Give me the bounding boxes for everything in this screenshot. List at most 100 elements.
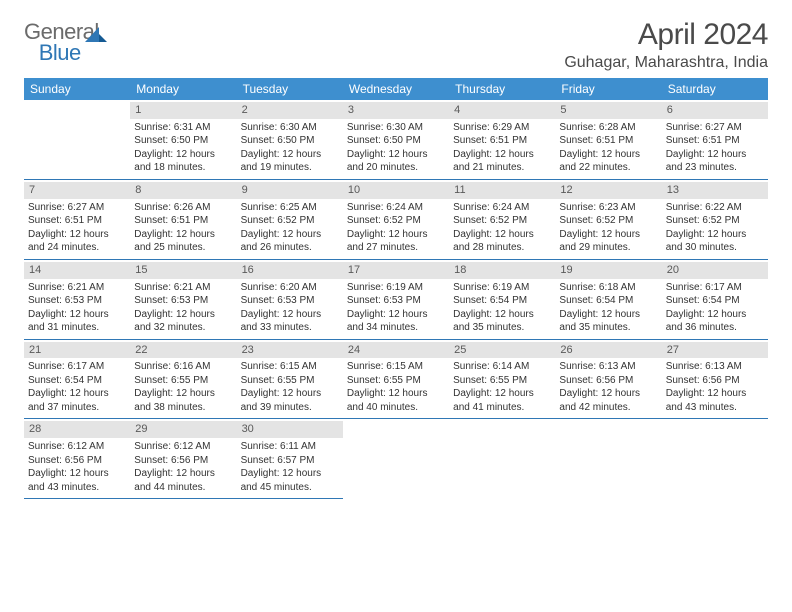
day-header-label: Tuesday — [243, 82, 289, 96]
calendar-cell: 7Sunrise: 6:27 AMSunset: 6:51 PMDaylight… — [24, 180, 130, 260]
sunrise-line: Sunrise: 6:14 AM — [453, 360, 551, 374]
logo: GeneralBlue — [24, 18, 123, 64]
sunrise-line: Sunrise: 6:17 AM — [666, 281, 764, 295]
calendar-cell-empty — [343, 419, 449, 499]
sunrise-line: Sunrise: 6:22 AM — [666, 201, 764, 215]
sunset-line: Sunset: 6:50 PM — [347, 134, 445, 148]
sunset-line: Sunset: 6:50 PM — [134, 134, 232, 148]
daylight-line: Daylight: 12 hours and 38 minutes. — [134, 387, 232, 414]
day-number: 3 — [343, 102, 449, 119]
day-header-label: Sunday — [30, 82, 71, 96]
calendar-cell: 28Sunrise: 6:12 AMSunset: 6:56 PMDayligh… — [24, 419, 130, 499]
daylight-line: Daylight: 12 hours and 41 minutes. — [453, 387, 551, 414]
sunrise-line: Sunrise: 6:16 AM — [134, 360, 232, 374]
sunset-line: Sunset: 6:54 PM — [666, 294, 764, 308]
day-number: 4 — [449, 102, 555, 119]
daylight-line: Daylight: 12 hours and 26 minutes. — [241, 228, 339, 255]
day-header-label: Saturday — [668, 82, 716, 96]
day-number: 29 — [130, 421, 236, 438]
calendar-cell: 9Sunrise: 6:25 AMSunset: 6:52 PMDaylight… — [237, 180, 343, 260]
sunrise-line: Sunrise: 6:20 AM — [241, 281, 339, 295]
sunrise-line: Sunrise: 6:25 AM — [241, 201, 339, 215]
header: GeneralBlue April 2024 Guhagar, Maharash… — [24, 18, 768, 72]
day-number: 8 — [130, 182, 236, 199]
day-header: Sunday — [24, 78, 130, 100]
day-number: 11 — [449, 182, 555, 199]
calendar-cell: 25Sunrise: 6:14 AMSunset: 6:55 PMDayligh… — [449, 340, 555, 420]
calendar-cell-empty — [24, 100, 130, 180]
daylight-line: Daylight: 12 hours and 35 minutes. — [453, 308, 551, 335]
calendar-cell: 30Sunrise: 6:11 AMSunset: 6:57 PMDayligh… — [237, 419, 343, 499]
sunset-line: Sunset: 6:56 PM — [666, 374, 764, 388]
day-header: Monday — [130, 78, 236, 100]
sunrise-line: Sunrise: 6:30 AM — [347, 121, 445, 135]
sunrise-line: Sunrise: 6:13 AM — [559, 360, 657, 374]
sunset-line: Sunset: 6:56 PM — [28, 454, 126, 468]
day-number: 26 — [555, 342, 661, 359]
calendar-cell: 14Sunrise: 6:21 AMSunset: 6:53 PMDayligh… — [24, 260, 130, 340]
daylight-line: Daylight: 12 hours and 40 minutes. — [347, 387, 445, 414]
day-header-label: Monday — [136, 82, 179, 96]
day-number: 23 — [237, 342, 343, 359]
sunset-line: Sunset: 6:51 PM — [134, 214, 232, 228]
daylight-line: Daylight: 12 hours and 43 minutes. — [666, 387, 764, 414]
day-number: 2 — [237, 102, 343, 119]
sunset-line: Sunset: 6:51 PM — [559, 134, 657, 148]
calendar-cell: 16Sunrise: 6:20 AMSunset: 6:53 PMDayligh… — [237, 260, 343, 340]
day-number: 7 — [24, 182, 130, 199]
calendar-cell: 13Sunrise: 6:22 AMSunset: 6:52 PMDayligh… — [662, 180, 768, 260]
sunrise-line: Sunrise: 6:23 AM — [559, 201, 657, 215]
day-header: Friday — [555, 78, 661, 100]
day-number: 9 — [237, 182, 343, 199]
daylight-line: Daylight: 12 hours and 31 minutes. — [28, 308, 126, 335]
daylight-line: Daylight: 12 hours and 20 minutes. — [347, 148, 445, 175]
day-number: 25 — [449, 342, 555, 359]
day-header: Thursday — [449, 78, 555, 100]
day-header-label: Wednesday — [349, 82, 412, 96]
day-number: 22 — [130, 342, 236, 359]
day-header: Tuesday — [237, 78, 343, 100]
sunset-line: Sunset: 6:54 PM — [559, 294, 657, 308]
sunset-line: Sunset: 6:52 PM — [347, 214, 445, 228]
daylight-line: Daylight: 12 hours and 44 minutes. — [134, 467, 232, 494]
daylight-line: Daylight: 12 hours and 42 minutes. — [559, 387, 657, 414]
calendar-cell: 1 Sunrise: 6:31 AMSunset: 6:50 PMDaylight… — [130, 100, 236, 180]
daylight-line: Daylight: 12 hours and 33 minutes. — [241, 308, 339, 335]
day-header-label: Thursday — [455, 82, 505, 96]
sunset-line: Sunset: 6:52 PM — [666, 214, 764, 228]
sunset-line: Sunset: 6:53 PM — [28, 294, 126, 308]
sunrise-line: Sunrise: 6:18 AM — [559, 281, 657, 295]
day-number: 27 — [662, 342, 768, 359]
sunset-line: Sunset: 6:53 PM — [347, 294, 445, 308]
sunset-line: Sunset: 6:55 PM — [453, 374, 551, 388]
sunrise-line: Sunrise: 6:13 AM — [666, 360, 764, 374]
sunrise-line: Sunrise: 6:31 AM — [134, 121, 232, 135]
day-number: 13 — [662, 182, 768, 199]
day-header: Wednesday — [343, 78, 449, 100]
sunset-line: Sunset: 6:57 PM — [241, 454, 339, 468]
calendar-cell: 17Sunrise: 6:19 AMSunset: 6:53 PMDayligh… — [343, 260, 449, 340]
daylight-line: Daylight: 12 hours and 37 minutes. — [28, 387, 126, 414]
sunset-line: Sunset: 6:55 PM — [241, 374, 339, 388]
day-number: 6 — [662, 102, 768, 119]
day-number: 1 — [130, 102, 236, 119]
logo-triangle-icon — [85, 22, 107, 48]
sunrise-line: Sunrise: 6:21 AM — [134, 281, 232, 295]
daylight-line: Daylight: 12 hours and 22 minutes. — [559, 148, 657, 175]
day-number: 16 — [237, 262, 343, 279]
calendar-cell: 24Sunrise: 6:15 AMSunset: 6:55 PMDayligh… — [343, 340, 449, 420]
sunrise-line: Sunrise: 6:15 AM — [347, 360, 445, 374]
daylight-line: Daylight: 12 hours and 18 minutes. — [134, 148, 232, 175]
calendar-cell: 19Sunrise: 6:18 AMSunset: 6:54 PMDayligh… — [555, 260, 661, 340]
calendar-cell: 6Sunrise: 6:27 AMSunset: 6:51 PMDaylight… — [662, 100, 768, 180]
sunrise-line: Sunrise: 6:21 AM — [28, 281, 126, 295]
calendar-cell: 12Sunrise: 6:23 AMSunset: 6:52 PMDayligh… — [555, 180, 661, 260]
day-number: 28 — [24, 421, 130, 438]
sunrise-line: Sunrise: 6:12 AM — [134, 440, 232, 454]
sunrise-line: Sunrise: 6:26 AM — [134, 201, 232, 215]
sunset-line: Sunset: 6:52 PM — [453, 214, 551, 228]
sunrise-line: Sunrise: 6:27 AM — [666, 121, 764, 135]
sunset-line: Sunset: 6:54 PM — [453, 294, 551, 308]
sunrise-line: Sunrise: 6:30 AM — [241, 121, 339, 135]
sunset-line: Sunset: 6:50 PM — [241, 134, 339, 148]
